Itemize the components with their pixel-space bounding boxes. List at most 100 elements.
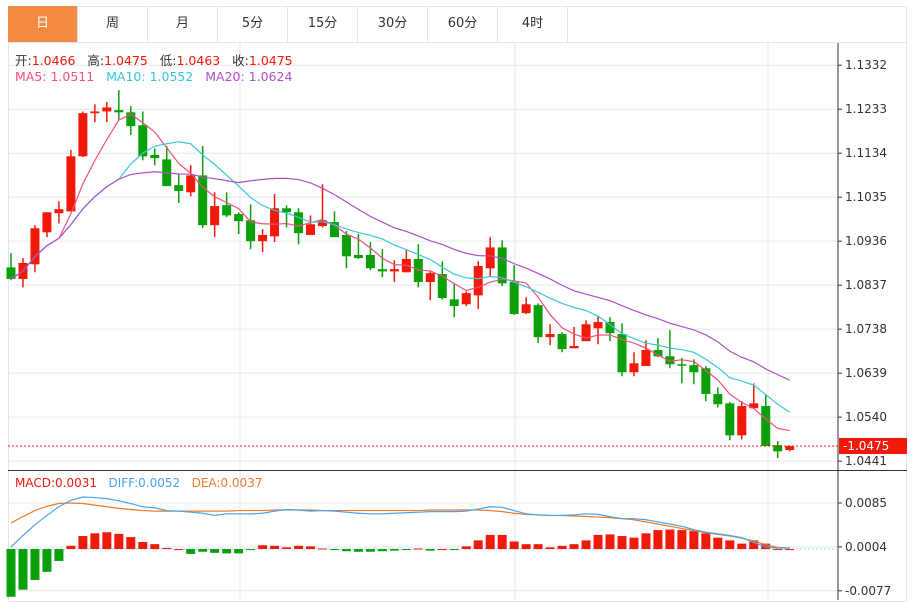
candle [306,215,315,235]
macd-bar [569,544,579,550]
macd-bar [557,545,567,550]
candle-body [246,220,256,242]
macd-bar [317,548,327,550]
macd-value: MACD:0.0031 [15,476,98,490]
candle-body [521,304,531,314]
candle [353,234,363,259]
candle-body [749,403,759,409]
macd-bar [138,542,148,550]
macd-bar [749,540,759,550]
tab-15min[interactable]: 15分 [288,6,358,42]
y-tick-label: 1.0441 [845,454,887,468]
tab-day[interactable]: 日 [8,6,78,42]
candle [533,303,543,343]
last-price-label: -1.0475 [843,439,889,453]
macd-bar [210,549,220,553]
macd-bar [306,546,315,550]
candle-body [641,350,651,367]
candle [761,394,771,447]
macd-bar [186,549,196,554]
macd-bar [701,533,711,550]
candle [617,323,627,377]
macd-bar [545,547,555,550]
candle [521,297,531,315]
tab-4hour[interactable]: 4时 [498,6,568,42]
candle [138,111,148,161]
candle [749,383,759,409]
candle [509,265,519,315]
y-tick-label: 1.0936 [845,234,887,248]
macd-bar [605,534,615,550]
macd-bar [437,549,447,551]
macd-y-tick-label: 0.0004 [845,540,887,554]
candle-body [114,110,124,113]
tab-week[interactable]: 周 [78,6,148,42]
macd-info: MACD:0.0031 DIFF:0.0052 DEA:0.0037 [15,476,262,490]
ma10-line [10,141,791,413]
candle [629,352,639,377]
macd-bar [162,547,172,550]
macd-bar [234,549,244,554]
macd-bar [42,549,52,572]
candle [653,338,663,358]
macd-bar [677,530,687,550]
macd-bar [150,544,160,550]
candle [461,291,471,307]
tab-60min[interactable]: 60分 [428,6,498,42]
candle [677,358,687,384]
candle-body [90,111,100,114]
macd-bar [90,533,100,550]
candle [174,174,184,203]
macd-bar [341,549,351,552]
candle-body [6,267,16,279]
macd-bar [102,532,112,550]
macd-bar [329,549,339,551]
candle-body [773,445,783,452]
macd-bar [785,549,795,551]
macd-bar [222,549,232,554]
macd-bar [509,541,519,550]
y-tick-label: 1.0639 [845,366,887,380]
candle [449,283,459,318]
candle-body [485,247,495,269]
macd-bar [389,549,399,551]
candle-body [54,209,64,214]
macd-bar [198,549,208,552]
candle-body [42,212,52,233]
candle [569,326,579,349]
tab-month[interactable]: 月 [148,6,218,42]
candle-body [701,368,711,395]
candle [605,317,615,342]
candle-body [102,107,112,112]
candle-body [581,324,591,342]
y-tick-label: 1.1233 [845,102,887,116]
candle-body [509,282,519,315]
candle-body [138,125,148,157]
candle [641,340,651,367]
tab-30min[interactable]: 30分 [358,6,428,42]
y-tick-label: 1.1035 [845,190,887,204]
candle-body [150,154,160,159]
candle-body [665,356,675,365]
candle-body [210,206,220,226]
candle-body [30,228,40,265]
macd-bar [713,537,723,550]
candle-body [377,269,387,272]
candle [6,253,16,281]
candle [186,165,196,197]
candle [473,261,483,310]
candle [246,204,256,250]
macd-y-tick-label: -0.0077 [845,584,891,598]
close-label: 收: [232,53,249,68]
macd-bar [689,531,699,550]
diff-value: DIFF:0.0052 [108,476,181,490]
tab-5min[interactable]: 5分 [218,6,288,42]
candle [785,446,795,452]
macd-bar [641,533,651,550]
chart-frame [8,6,907,602]
ma20-line [10,171,790,381]
candle-body [689,365,699,373]
candle-body [725,403,735,436]
macd-bar [78,536,88,550]
